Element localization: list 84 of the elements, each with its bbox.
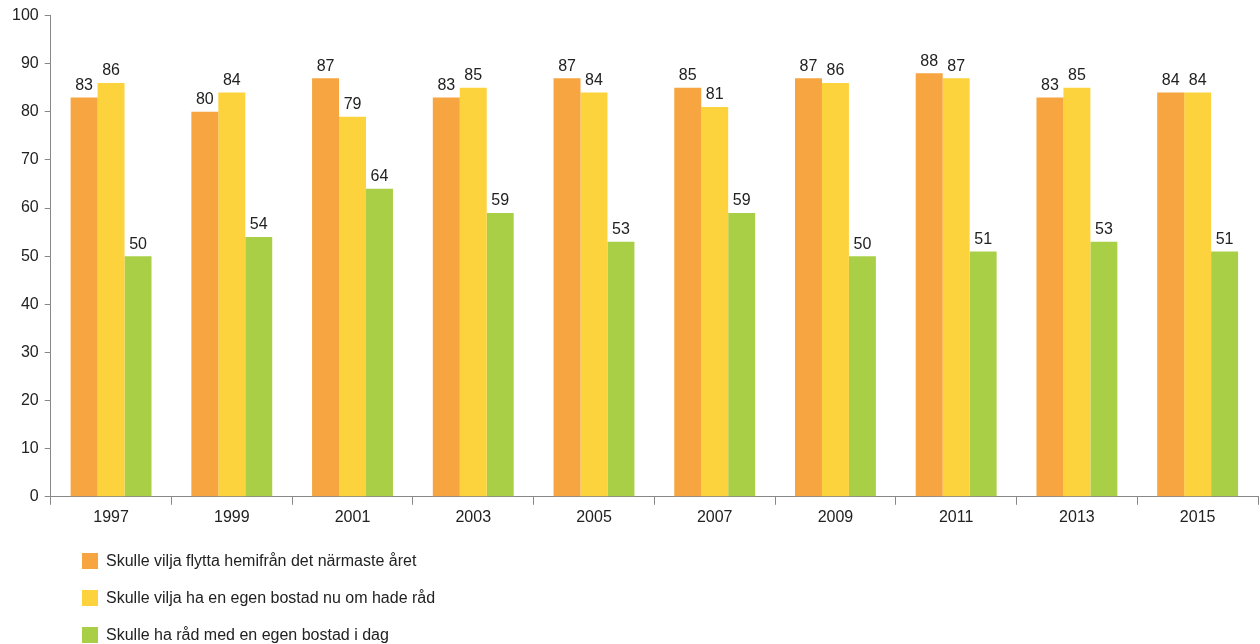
bar [674,87,702,497]
data-label: 84 [1188,71,1207,88]
bar [1157,92,1185,497]
data-label: 80 [195,90,214,108]
data-label: 81 [705,85,724,103]
x-tick-label: 1999 [213,507,250,525]
bar [70,97,98,497]
x-tick-label: 2009 [817,507,854,525]
x-tick-label: 2005 [576,507,612,525]
x-tick-label: 1997 [93,507,129,525]
bar [97,82,125,497]
y-tick-label: 20 [20,390,39,408]
bar [245,236,273,497]
x-tick-label: 2003 [455,507,492,525]
bar [312,78,340,497]
data-label: 83 [437,75,456,93]
data-label: 54 [249,215,268,233]
y-tick-label: 60 [20,198,39,216]
bar [1184,92,1212,497]
data-label: 59 [491,191,510,209]
x-tick-label: 2001 [334,507,371,525]
data-label: 64 [370,167,389,185]
data-label: 86 [102,61,121,79]
data-label: 50 [129,234,148,252]
y-tick-label: 40 [20,294,39,312]
legend-label: Skulle vilja ha en egen bostad nu om hade råd [106,588,436,607]
bar [607,241,635,497]
data-label: 85 [464,66,483,84]
bar [459,87,487,497]
bar [486,212,514,497]
bar [1036,97,1064,497]
legend-label: Skulle vilja flytta hemifrån det närmaste året [106,551,417,570]
data-label: 79 [343,95,362,113]
y-tick-label: 50 [20,246,39,264]
bar [1211,251,1239,497]
bar [795,78,822,497]
bar [1063,87,1091,497]
data-label: 86 [826,61,845,79]
data-label: 59 [732,191,751,209]
data-label: 51 [1215,229,1234,247]
data-label: 84 [222,71,241,88]
bar [848,256,876,497]
data-label: 88 [920,51,939,69]
y-tick-label: 90 [20,54,39,72]
y-tick-label: 30 [20,342,39,360]
x-tick-label: 2007 [696,507,733,525]
bar [339,116,366,497]
bar [969,251,997,497]
x-tick-label: 2013 [1059,507,1095,525]
data-label: 87 [799,56,818,74]
bar [218,92,246,497]
y-tick-label: 80 [20,102,39,120]
bar [942,78,970,497]
data-label: 85 [1068,66,1086,84]
y-tick-label: 70 [20,150,39,168]
data-label: 84 [585,71,603,88]
bar [1090,241,1118,497]
bar [580,92,608,497]
y-tick-label: 100 [11,6,39,24]
data-label: 53 [612,220,630,238]
data-label: 83 [75,75,94,93]
data-label: 53 [1094,220,1113,238]
data-label: 87 [316,56,335,74]
bar [124,256,152,497]
bar [553,78,581,497]
x-tick-label: 2015 [1179,507,1216,525]
bar [191,111,219,497]
bar [366,188,393,497]
bar [701,107,729,497]
y-tick-label: 0 [29,487,39,505]
bar [728,212,756,497]
legend-label: Skulle ha råd med en egen bostad i dag [106,625,389,644]
data-label: 83 [1041,75,1059,93]
data-label: 87 [558,56,577,74]
data-label: 87 [947,56,966,74]
bar [432,97,460,497]
data-label: 84 [1161,71,1180,88]
y-tick-label: 10 [20,439,39,457]
data-label: 51 [974,229,993,247]
x-tick-label: 2011 [938,507,974,525]
bar [821,82,849,497]
bar [915,73,943,497]
data-label: 50 [853,234,872,252]
data-label: 85 [678,66,697,84]
